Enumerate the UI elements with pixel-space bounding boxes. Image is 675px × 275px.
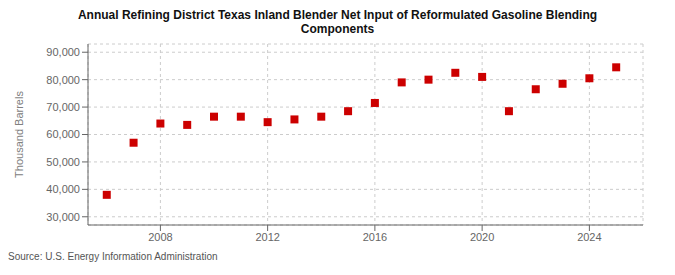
svg-text:2016: 2016	[363, 231, 387, 243]
html-text:Components: Components	[300, 22, 375, 36]
svg-text:50,000: 50,000	[46, 156, 80, 168]
svg-text:90,000: 90,000	[46, 46, 80, 58]
html-text:Source: U.S. Energy Informatio: Source: U.S. Energy Information Administ…	[8, 251, 218, 262]
svg-text:40,000: 40,000	[46, 183, 80, 195]
svg-text:2020: 2020	[470, 231, 494, 243]
svg-text:30,000: 30,000	[46, 211, 80, 223]
html-text:Annual Refining District Texas: Annual Refining District Texas Inland Bl…	[77, 8, 598, 22]
svg-text:2008: 2008	[148, 231, 172, 243]
svg-text:2012: 2012	[255, 231, 279, 243]
svg-text:80,000: 80,000	[46, 74, 80, 86]
svg-text:Thousand Barrels: Thousand Barrels	[13, 91, 25, 178]
svg-text:60,000: 60,000	[46, 128, 80, 140]
svg-text:2024: 2024	[577, 231, 601, 243]
svg-text:70,000: 70,000	[46, 101, 80, 113]
